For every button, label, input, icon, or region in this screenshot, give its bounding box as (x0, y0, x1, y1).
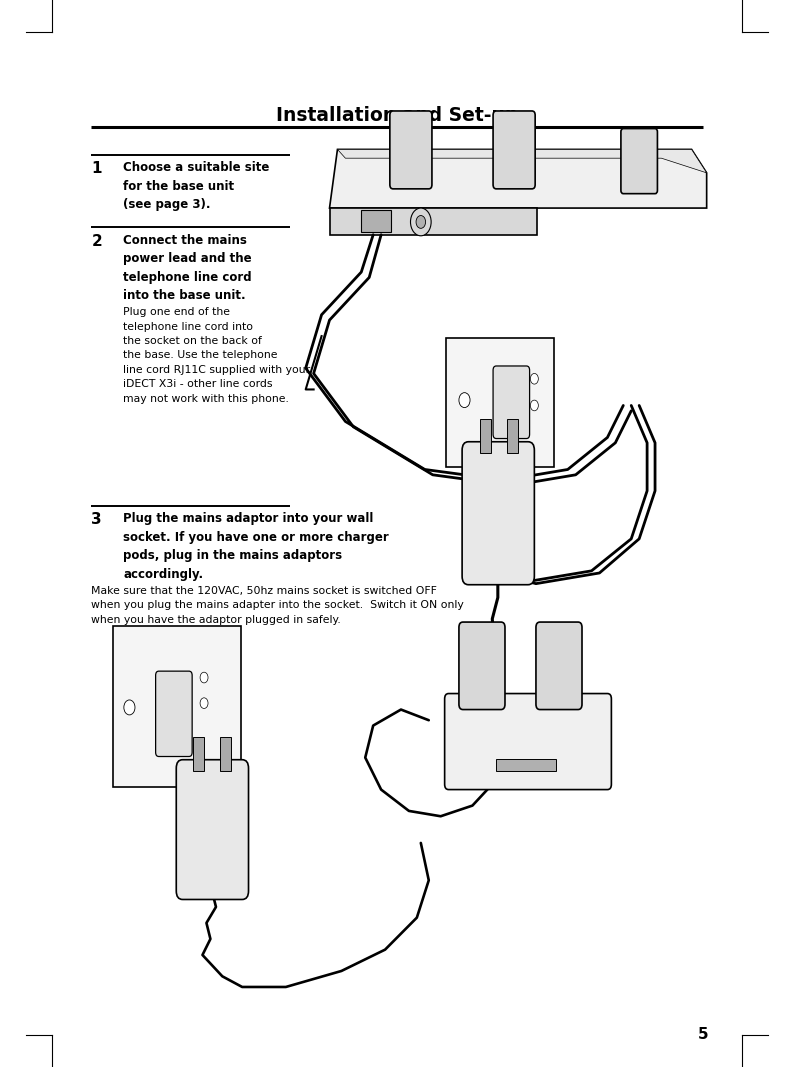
FancyBboxPatch shape (621, 129, 657, 194)
FancyBboxPatch shape (390, 111, 432, 189)
Text: Plug one end of the
telephone line cord into
the socket on the back of
the base.: Plug one end of the telephone line cord … (123, 307, 310, 403)
Polygon shape (330, 149, 707, 208)
Text: 1: 1 (91, 161, 102, 176)
Circle shape (530, 400, 538, 411)
Text: Connect the mains
power lead and the
telephone line cord
into the base unit.: Connect the mains power lead and the tel… (123, 234, 252, 302)
Text: 3: 3 (91, 512, 102, 527)
FancyBboxPatch shape (493, 111, 535, 189)
FancyBboxPatch shape (536, 622, 582, 710)
Circle shape (410, 208, 431, 236)
Circle shape (416, 216, 426, 228)
FancyBboxPatch shape (459, 622, 505, 710)
FancyBboxPatch shape (113, 626, 241, 787)
Bar (361, 210, 391, 232)
Polygon shape (330, 208, 537, 235)
FancyBboxPatch shape (446, 338, 554, 467)
FancyBboxPatch shape (493, 366, 530, 439)
FancyBboxPatch shape (176, 760, 249, 899)
Bar (507, 419, 518, 453)
Circle shape (200, 698, 208, 708)
FancyBboxPatch shape (462, 442, 534, 585)
Bar (480, 419, 491, 453)
Text: Plug the mains adaptor into your wall
socket. If you have one or more charger
po: Plug the mains adaptor into your wall so… (123, 512, 389, 580)
Circle shape (530, 373, 538, 384)
Text: 2: 2 (91, 234, 102, 249)
Bar (220, 737, 231, 771)
FancyBboxPatch shape (156, 671, 192, 757)
Text: 5: 5 (697, 1028, 708, 1042)
Bar (193, 737, 204, 771)
Bar (496, 759, 556, 771)
FancyBboxPatch shape (445, 694, 611, 790)
Circle shape (200, 672, 208, 683)
Polygon shape (337, 149, 707, 173)
Circle shape (124, 700, 135, 715)
Circle shape (459, 393, 470, 408)
Text: Installation and Set-up: Installation and Set-up (276, 106, 518, 125)
Text: Make sure that the 120VAC, 50hz mains socket is switched OFF
when you plug the m: Make sure that the 120VAC, 50hz mains so… (91, 586, 464, 624)
Text: Choose a suitable site
for the base unit
(see page 3).: Choose a suitable site for the base unit… (123, 161, 269, 211)
